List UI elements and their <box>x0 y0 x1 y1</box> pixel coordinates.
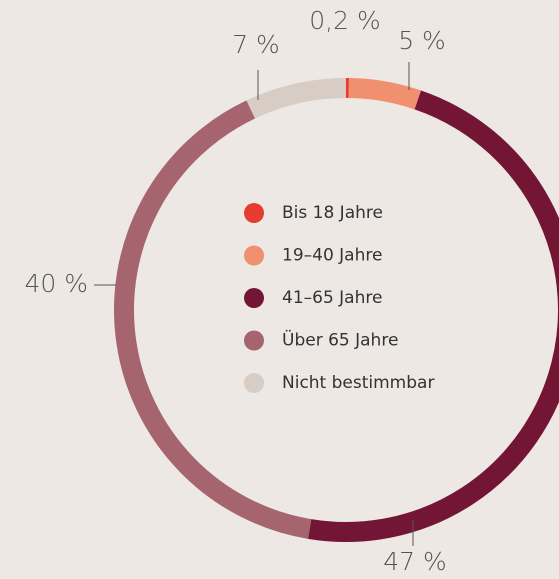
donut-segment <box>246 78 347 119</box>
legend-swatch <box>244 373 264 393</box>
legend-label: Über 65 Jahre <box>282 329 398 351</box>
legend-label: Nicht bestimmbar <box>282 373 434 393</box>
value-label: 47 % <box>383 547 447 576</box>
legend-swatch <box>244 288 264 308</box>
legend-swatch <box>244 203 264 223</box>
value-label: 7 % <box>232 30 280 59</box>
legend-label: 19–40 Jahre <box>282 246 382 266</box>
legend-swatch <box>244 330 264 351</box>
donut-segment <box>348 78 422 110</box>
legend-label: 41–65 Jahre <box>282 288 382 308</box>
donut-segment <box>114 100 312 539</box>
value-label: 40 % <box>24 269 88 298</box>
value-label: 0,2 % <box>309 6 380 35</box>
legend-swatch <box>244 245 264 266</box>
value-label: 5 % <box>398 26 446 55</box>
legend-label: Bis 18 Jahre <box>282 203 383 223</box>
donut-segment <box>307 90 559 542</box>
